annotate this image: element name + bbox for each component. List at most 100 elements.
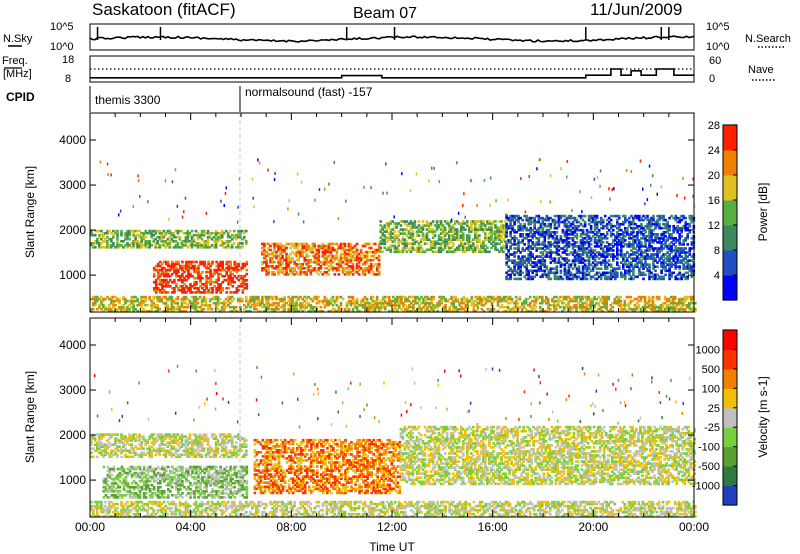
data-cell [571, 253, 575, 256]
data-cell [581, 271, 585, 275]
data-cell [373, 303, 377, 307]
data-cell [174, 229, 178, 233]
data-cell [347, 299, 351, 303]
data-cell [482, 246, 485, 250]
data-cell [555, 269, 559, 273]
data-cell [379, 305, 383, 309]
data-cell [549, 267, 553, 270]
date-label: 11/Jun/2009 [590, 0, 682, 19]
data-cell [648, 269, 651, 273]
data-cell [553, 271, 557, 275]
data-cell [202, 297, 206, 301]
data-cell [498, 220, 501, 223]
data-cell [668, 269, 671, 273]
data-cell [196, 237, 200, 241]
data-cell [279, 262, 282, 266]
data-cell [116, 231, 119, 235]
data-cell [148, 244, 151, 247]
data-cell [640, 233, 643, 236]
data-cell [267, 271, 270, 274]
data-cell [112, 301, 115, 305]
data-cell [650, 247, 653, 250]
data-cell [212, 301, 216, 305]
data-cell [216, 301, 220, 305]
data-cell [621, 303, 625, 307]
data-cell [549, 253, 553, 256]
data-cell [531, 255, 534, 258]
data-cell [422, 305, 425, 309]
data-cell [166, 237, 170, 241]
data-cell [513, 237, 516, 240]
data-cell [559, 299, 562, 303]
data-cell [325, 246, 329, 250]
data-cell [343, 242, 347, 246]
data-cell [539, 247, 543, 250]
data-cell [435, 250, 439, 254]
data-cell [166, 303, 170, 307]
data-cell [283, 244, 286, 248]
data-cell [92, 233, 95, 237]
data-cell [571, 259, 575, 262]
data-cell [442, 297, 445, 301]
data-cell [156, 295, 159, 299]
data-cell [638, 271, 641, 275]
data-cell [654, 275, 657, 279]
data-cell [181, 291, 184, 294]
data-cell [325, 248, 329, 252]
data-cell [263, 254, 266, 258]
data-cell [638, 218, 641, 222]
data-cell [453, 220, 457, 223]
data-cell [114, 299, 117, 303]
data-cell [205, 264, 208, 268]
data-cell [547, 301, 550, 305]
data-cell [94, 303, 97, 307]
data-cell [209, 280, 212, 284]
data-cell [573, 305, 576, 309]
data-cell [507, 216, 510, 220]
data-cell [585, 247, 589, 250]
data-cell [325, 258, 329, 262]
data-cell [212, 295, 216, 299]
data-cell [210, 297, 214, 301]
data-cell [539, 265, 543, 268]
data-cell [218, 301, 222, 305]
data-cell [601, 233, 605, 236]
data-cell [357, 265, 361, 268]
data-cell [124, 299, 127, 303]
data-cell [191, 291, 194, 294]
data-cell [187, 274, 190, 278]
data-cell [283, 250, 286, 254]
data-cell [541, 218, 545, 222]
data-cell [616, 218, 619, 222]
data-cell [539, 307, 542, 311]
data-cell [438, 301, 441, 305]
data-cell [128, 299, 131, 303]
data-cell [620, 241, 623, 244]
data-cell [505, 257, 508, 260]
data-cell [307, 301, 310, 305]
data-cell [428, 305, 431, 309]
data-cell [209, 283, 212, 286]
data-cell [466, 303, 470, 307]
data-cell [315, 297, 319, 301]
data-cell [311, 307, 315, 311]
data-cell [333, 248, 337, 252]
data-cell [517, 228, 520, 232]
data-cell [273, 273, 276, 276]
data-cell [543, 310, 546, 313]
data-cell [494, 224, 497, 227]
data-cell [513, 239, 516, 242]
data-cell [670, 214, 673, 218]
data-cell [163, 278, 166, 282]
data-cell [511, 214, 514, 218]
data-cell [518, 295, 522, 299]
data-cell [281, 310, 284, 313]
data-cell [347, 250, 351, 254]
data-cell [476, 246, 479, 250]
data-cell [229, 264, 232, 268]
data-cell [525, 233, 528, 236]
data-cell [361, 303, 365, 307]
data-cell [433, 230, 437, 233]
data-cell [426, 295, 429, 299]
data-cell [230, 237, 234, 241]
